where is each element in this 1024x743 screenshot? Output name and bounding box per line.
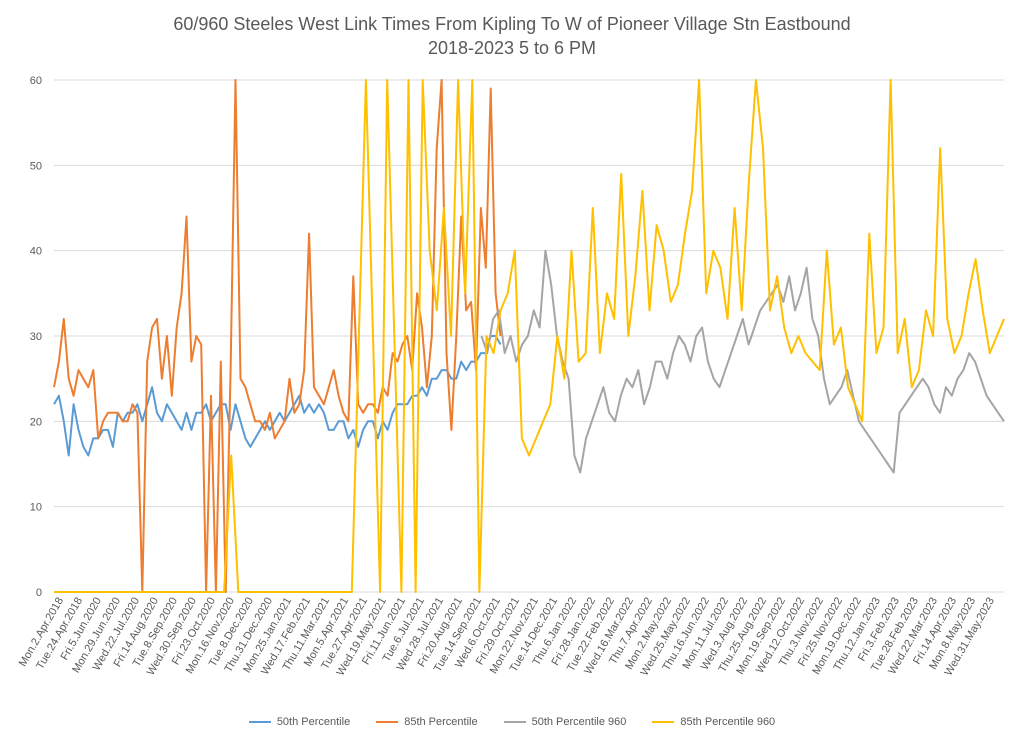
chart-title: 60/960 Steeles West Link Times From Kipl…	[0, 12, 1024, 60]
series-line-3	[54, 79, 1005, 593]
legend-label: 50th Percentile	[276, 716, 351, 728]
legend: 50th Percentile 85th Percentile 50th Perce…	[0, 712, 1024, 732]
y-tick-label: 0	[36, 587, 42, 599]
y-tick-label: 10	[30, 502, 42, 514]
legend-swatch	[376, 721, 399, 723]
legend-item: 50th Percentile 960	[503, 716, 627, 728]
legend-item: 85th Percentile 960	[652, 716, 775, 728]
y-tick-label: 20	[30, 416, 42, 428]
series-line-1	[53, 79, 502, 593]
y-axis-ticks: 0 10 20 30 40 50 60	[30, 75, 42, 599]
legend-swatch	[652, 721, 675, 723]
legend-swatch	[503, 721, 526, 723]
series-line-2	[480, 249, 1005, 474]
chart-title-line: 60/960 Steeles West Link Times From Kipl…	[173, 14, 851, 34]
legend-label: 85th Percentile	[404, 716, 478, 728]
legend-label: 85th Percentile 960	[680, 716, 776, 728]
y-tick-label: 30	[30, 331, 42, 343]
x-axis-ticks: Mon.2.Apr.2018Tue.24.Apr.2018Fri.5.Jun.2…	[17, 596, 997, 678]
legend-item: 50th Percentile	[248, 716, 351, 728]
legend-label: 50th Percentile 960	[531, 716, 627, 728]
series-lines	[53, 79, 1005, 593]
series-line-0	[53, 335, 502, 457]
y-tick-label: 40	[30, 246, 42, 258]
y-tick-label: 60	[30, 75, 42, 87]
legend-item: 85th Percentile	[376, 716, 478, 728]
legend-swatch	[248, 721, 271, 723]
y-tick-label: 50	[30, 160, 42, 172]
chart-subtitle: 2018-2023 5 to 6 PM	[427, 38, 597, 58]
